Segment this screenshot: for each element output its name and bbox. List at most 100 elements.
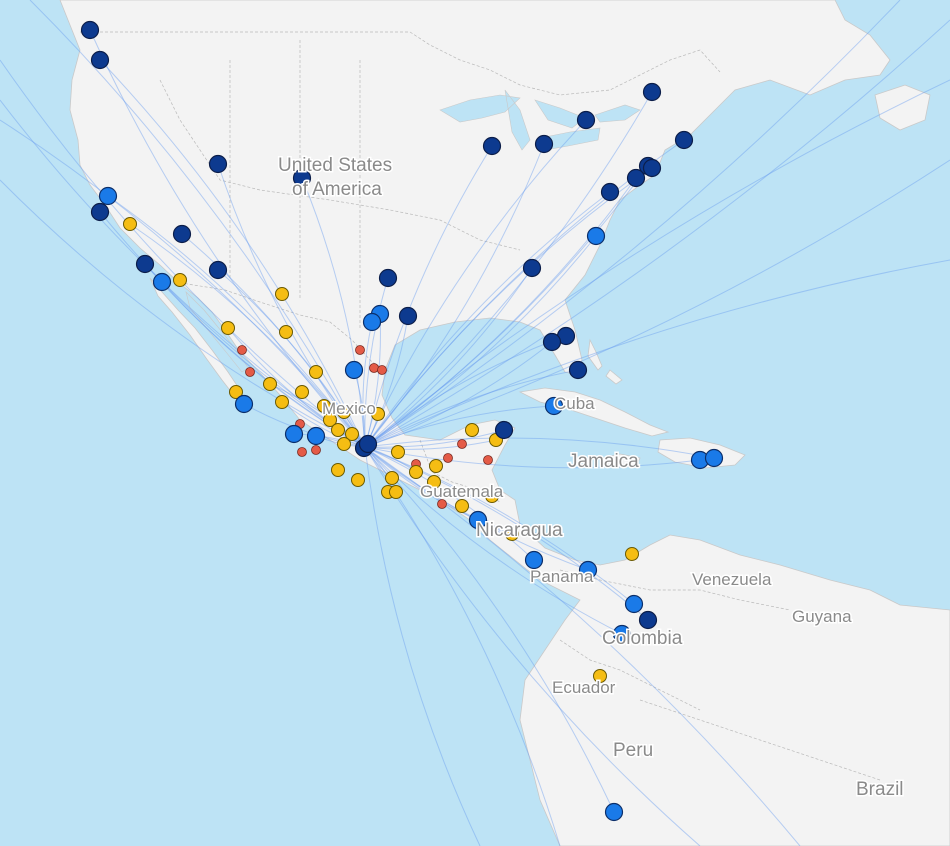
airport-marker-light[interactable] [284, 424, 304, 444]
airport-marker-dark[interactable] [292, 168, 312, 188]
route-line [364, 165, 649, 448]
route-line [364, 446, 701, 469]
airport-marker-dark[interactable] [135, 254, 155, 274]
airport-marker-dark[interactable] [576, 110, 596, 130]
airport-marker-yellow[interactable] [345, 427, 359, 441]
airport-marker-yellow[interactable] [337, 405, 351, 419]
airport-marker-small[interactable] [437, 499, 447, 509]
airport-marker-light[interactable] [306, 426, 326, 446]
airport-marker-yellow[interactable] [391, 445, 405, 459]
airport-marker-yellow[interactable] [429, 459, 443, 473]
airport-marker-light[interactable] [624, 594, 644, 614]
route-line [99, 59, 366, 448]
airport-marker-light[interactable] [604, 802, 624, 822]
airport-marker-yellow[interactable] [409, 465, 423, 479]
airport-marker-dark[interactable] [534, 134, 554, 154]
airport-marker-yellow[interactable] [455, 499, 469, 513]
airport-marker-dark[interactable] [626, 168, 646, 188]
airport-marker-yellow[interactable] [221, 321, 235, 335]
label-panama: Panama [530, 567, 594, 586]
route-line [0, 179, 366, 448]
airport-marker-light[interactable] [234, 394, 254, 414]
airport-marker-yellow[interactable] [485, 489, 499, 503]
airport-marker-small[interactable] [245, 367, 255, 377]
country-borders [80, 31, 881, 781]
airport-marker-dark[interactable] [172, 224, 192, 244]
airport-marker-yellow[interactable] [351, 473, 365, 487]
airport-marker-yellow[interactable] [465, 423, 479, 437]
airport-marker-dark[interactable] [642, 82, 662, 102]
airport-marker-light[interactable] [544, 396, 564, 416]
route-line [89, 29, 366, 448]
airport-marker-small[interactable] [457, 439, 467, 449]
airport-marker-dark[interactable] [522, 258, 542, 278]
route-line [364, 446, 513, 535]
airport-marker-small[interactable] [311, 445, 321, 455]
airport-marker-yellow[interactable] [625, 547, 639, 561]
airport-marker-yellow[interactable] [317, 399, 331, 413]
airport-marker-light[interactable] [578, 560, 598, 580]
airport-marker-dark[interactable] [378, 268, 398, 288]
airport-marker-dark[interactable] [358, 434, 378, 454]
airport-marker-yellow[interactable] [323, 413, 337, 427]
route-line [364, 277, 389, 448]
airport-marker-dark[interactable] [398, 306, 418, 326]
route-line [364, 335, 567, 448]
airport-marker-yellow[interactable] [229, 385, 243, 399]
route-line [364, 446, 635, 605]
airport-marker-yellow[interactable] [337, 437, 351, 451]
airport-marker-light[interactable] [586, 226, 606, 246]
airport-marker-small[interactable] [369, 363, 379, 373]
airport-marker-dark[interactable] [90, 50, 110, 70]
airport-marker-light[interactable] [152, 272, 172, 292]
airport-marker-yellow[interactable] [123, 217, 137, 231]
airport-marker-light[interactable] [704, 448, 724, 468]
airport-marker-yellow[interactable] [295, 385, 309, 399]
airport-marker-yellow[interactable] [173, 273, 187, 287]
airport-marker-dark[interactable] [642, 158, 662, 178]
airport-marker-small[interactable] [355, 345, 365, 355]
airport-marker-yellow[interactable] [331, 463, 345, 477]
airport-marker-dark[interactable] [80, 20, 100, 40]
airport-marker-yellow[interactable] [279, 325, 293, 339]
airport-marker-small[interactable] [443, 453, 453, 463]
airport-marker-yellow[interactable] [427, 475, 441, 489]
airport-marker-dark[interactable] [542, 332, 562, 352]
airport-marker-yellow[interactable] [389, 485, 403, 499]
airport-marker-yellow[interactable] [263, 377, 277, 391]
country-labels: United States of America Mexico Cuba Jam… [277, 154, 906, 802]
airport-marker-small[interactable] [483, 455, 493, 465]
airport-marker-dark[interactable] [494, 420, 514, 440]
airport-marker-yellow[interactable] [275, 287, 289, 301]
airport-marker-yellow[interactable] [593, 669, 607, 683]
airport-marker-dark[interactable] [600, 182, 620, 202]
airport-marker-light[interactable] [362, 312, 382, 332]
label-brazil: Brazil [856, 779, 904, 800]
airport-marker-small[interactable] [377, 365, 387, 375]
airport-marker-dark[interactable] [568, 360, 588, 380]
label-usa-line1: United States [278, 155, 392, 176]
airport-marker-yellow[interactable] [505, 527, 519, 541]
airport-marker-dark[interactable] [90, 202, 110, 222]
airport-marker-yellow[interactable] [385, 471, 399, 485]
label-guyana: Guyana [792, 607, 852, 626]
airport-marker-dark[interactable] [208, 260, 228, 280]
airport-marker-light[interactable] [524, 550, 544, 570]
airport-marker-light[interactable] [344, 360, 364, 380]
airport-marker-dark[interactable] [638, 610, 658, 630]
airport-marker-small[interactable] [237, 345, 247, 355]
route-line [364, 79, 950, 448]
airport-marker-dark[interactable] [208, 154, 228, 174]
airport-marker-dark[interactable] [482, 136, 502, 156]
airport-marker-light[interactable] [98, 186, 118, 206]
airport-marker-light[interactable] [468, 510, 488, 530]
airport-marker-light[interactable] [612, 624, 632, 644]
airport-marker-yellow[interactable] [371, 407, 385, 421]
airport-marker-dark[interactable] [674, 130, 694, 150]
airport-marker-small[interactable] [297, 447, 307, 457]
airport-marker-yellow[interactable] [309, 365, 323, 379]
airport-marker-yellow[interactable] [275, 395, 289, 409]
airport-marker-yellow[interactable] [331, 423, 345, 437]
